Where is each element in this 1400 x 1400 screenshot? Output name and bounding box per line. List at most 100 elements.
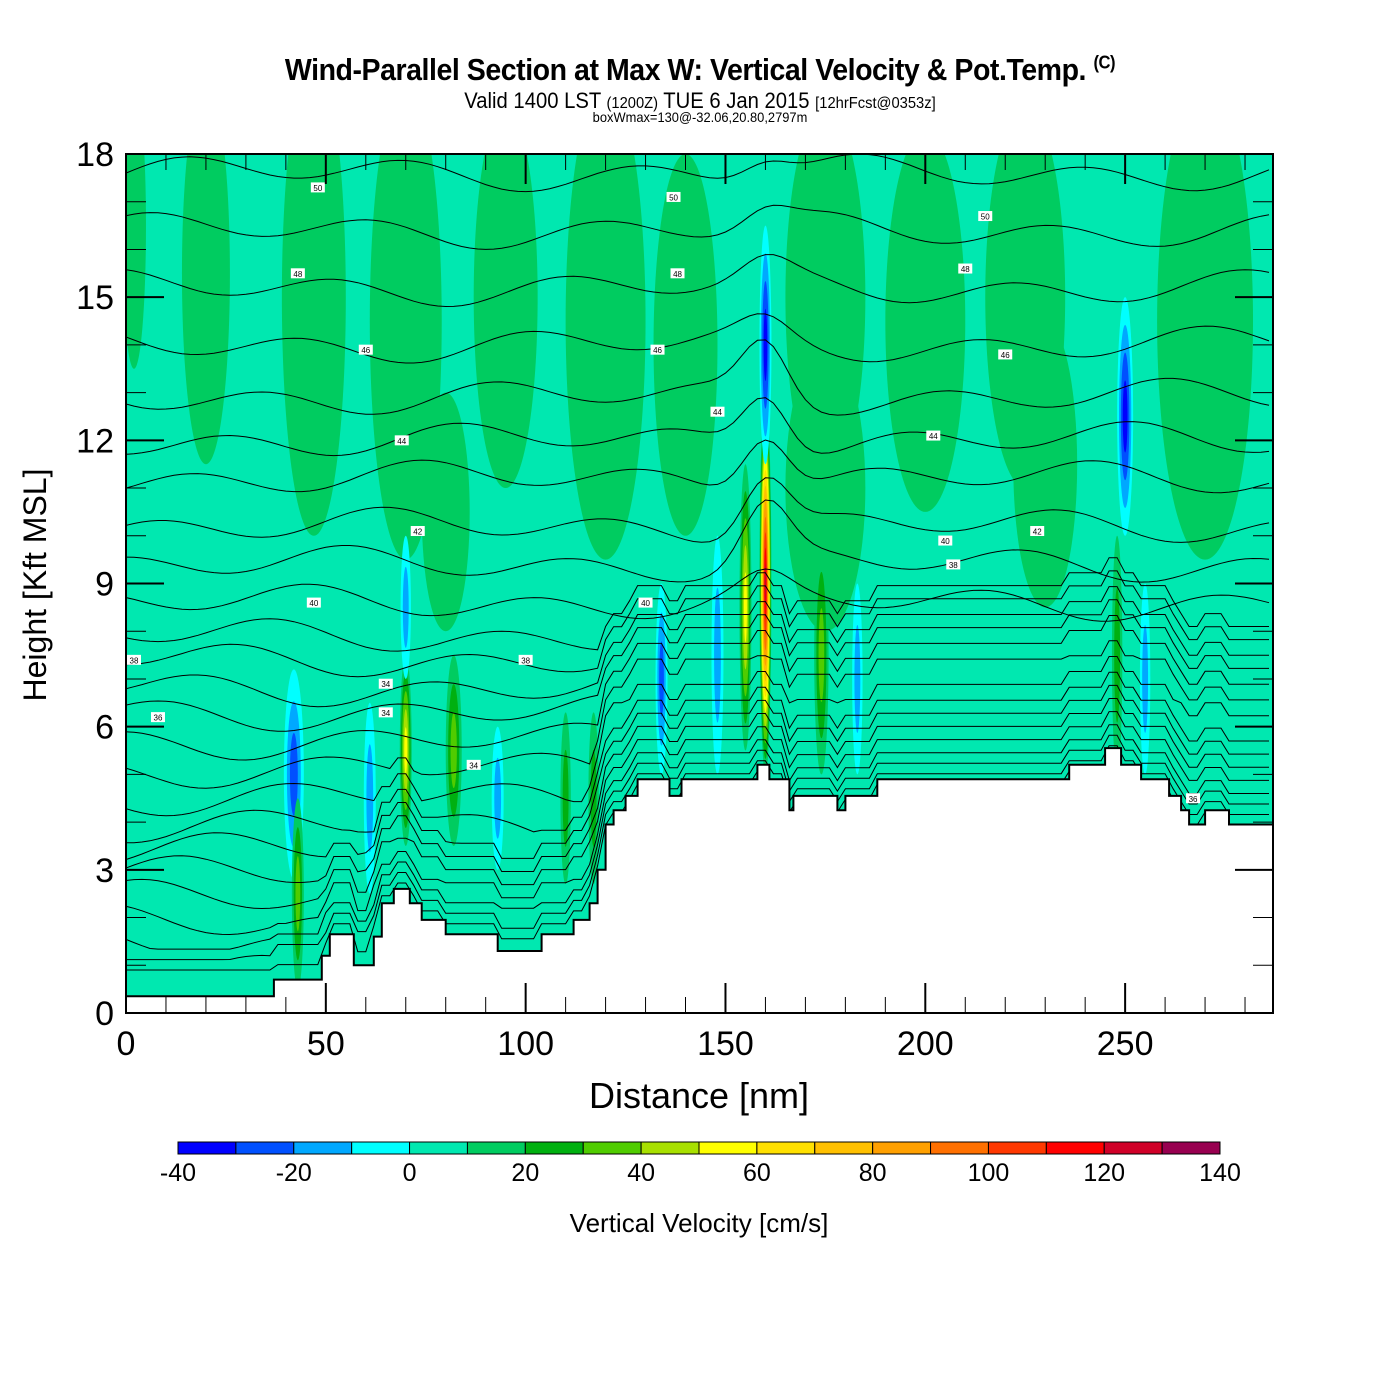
theta-contour bbox=[126, 397, 1270, 457]
w-feature bbox=[281, 154, 346, 536]
contour-label: 38 bbox=[946, 559, 961, 570]
contour-label-bg bbox=[378, 707, 393, 718]
contour-label-text: 42 bbox=[413, 528, 422, 537]
contour-label-text: 44 bbox=[929, 432, 938, 441]
colorbar-swatch bbox=[987, 1141, 1047, 1155]
contour-label-bg bbox=[1186, 793, 1201, 804]
colorbar-swatch bbox=[698, 1141, 758, 1155]
valid-date: TUE 6 Jan 2015 bbox=[663, 88, 810, 113]
contour-label-bg bbox=[938, 535, 953, 546]
contour-label-bg bbox=[666, 191, 681, 202]
contour-label: 44 bbox=[394, 435, 409, 446]
contour-label-bg bbox=[926, 430, 941, 441]
y-tick-label: 12 bbox=[76, 422, 114, 460]
x-tick-label: 100 bbox=[497, 1025, 554, 1063]
contour-label-text: 48 bbox=[673, 270, 682, 279]
theta-contour bbox=[126, 734, 1269, 950]
contour-label-bg bbox=[394, 435, 409, 446]
contour-label-bg bbox=[650, 344, 665, 355]
contour-label-text: 38 bbox=[521, 656, 530, 665]
contour-label: 34 bbox=[466, 759, 481, 770]
contour-label-text: 50 bbox=[669, 193, 678, 202]
x-tick-label: 150 bbox=[697, 1025, 754, 1063]
w-feature bbox=[653, 154, 718, 536]
theta-contour bbox=[126, 615, 1269, 761]
colorbar-swatch bbox=[640, 1141, 700, 1155]
theta-contours bbox=[126, 154, 1270, 971]
contour-label-text: 38 bbox=[949, 561, 958, 570]
w-feature bbox=[1157, 154, 1254, 560]
contour-label-text: 40 bbox=[941, 537, 950, 546]
w-feature bbox=[854, 624, 861, 733]
theta-contour bbox=[126, 724, 1269, 936]
y-tick-label: 3 bbox=[95, 852, 114, 890]
x-axis-label: Distance [nm] bbox=[589, 1075, 809, 1116]
colorbar-tick-label: 40 bbox=[627, 1159, 655, 1187]
chart-subtitle: Valid 1400 LST (1200Z) TUE 6 Jan 2015 [1… bbox=[56, 88, 1344, 114]
contour-label: 40 bbox=[306, 597, 321, 608]
y-tick-label: 0 bbox=[95, 995, 114, 1033]
w-feature bbox=[743, 572, 747, 643]
contour-label: 38 bbox=[126, 654, 141, 665]
theta-contour bbox=[126, 745, 1269, 961]
colorbar-swatch bbox=[524, 1141, 584, 1155]
colorbar-swatch bbox=[1045, 1141, 1105, 1155]
contour-label-bg bbox=[358, 344, 373, 355]
w-feature bbox=[818, 608, 825, 703]
contour-label-text: 36 bbox=[1189, 795, 1198, 804]
theta-contour bbox=[126, 204, 1270, 250]
w-feature bbox=[369, 154, 442, 560]
colorbar-label: Vertical Velocity [cm/s] bbox=[570, 1208, 829, 1238]
y-axis-label: Height [Kft MSL] bbox=[17, 469, 53, 702]
theta-contour bbox=[126, 656, 1269, 817]
colorbar-swatch bbox=[409, 1141, 468, 1155]
contour-label-text: 34 bbox=[381, 709, 390, 718]
colorbar-swatch bbox=[814, 1141, 874, 1155]
theta-contour bbox=[126, 339, 1270, 416]
w-feature bbox=[1142, 624, 1149, 733]
contour-label: 42 bbox=[410, 526, 425, 537]
w-feature bbox=[366, 744, 374, 853]
colorbar-swatch bbox=[177, 1141, 237, 1155]
x-tick-label: 0 bbox=[117, 1025, 136, 1063]
contour-label: 38 bbox=[518, 654, 533, 665]
theta-contour bbox=[126, 499, 1270, 583]
boxwmax-note: boxWmax=130@-32.06,20.80,2797m bbox=[592, 109, 808, 125]
w-feature bbox=[181, 154, 230, 465]
contour-label: 50 bbox=[666, 191, 681, 202]
w-feature bbox=[404, 727, 408, 774]
colorbar bbox=[177, 1141, 1221, 1155]
x-tick-label: 50 bbox=[307, 1025, 345, 1063]
colorbar-tick-labels: -40 -20 0 20 40 60 80 100 120 140 bbox=[160, 1159, 1241, 1187]
colorbar-tick-label: 100 bbox=[968, 1159, 1010, 1187]
contour-label-text: 40 bbox=[641, 599, 650, 608]
contour-label: 46 bbox=[358, 344, 373, 355]
contour-label-text: 46 bbox=[361, 346, 370, 355]
contour-label-bg bbox=[710, 406, 725, 417]
contour-label-bg bbox=[378, 678, 393, 689]
theta-contour bbox=[126, 640, 1269, 789]
contour-label: 34 bbox=[378, 707, 393, 718]
contour-label-text: 48 bbox=[293, 270, 302, 279]
contour-label-bg bbox=[638, 597, 653, 608]
contour-label: 50 bbox=[978, 211, 993, 222]
contour-label-text: 46 bbox=[1001, 351, 1010, 360]
contour-label-bg bbox=[126, 654, 141, 665]
theta-contour bbox=[126, 684, 1269, 860]
contour-label: 48 bbox=[670, 268, 685, 279]
w-feature bbox=[785, 344, 866, 632]
colorbar-tick-label: -40 bbox=[160, 1159, 196, 1187]
contour-label-text: 44 bbox=[713, 408, 722, 417]
contour-label: 36 bbox=[150, 712, 165, 723]
forecast-info: [12hrFcst@0353z] bbox=[815, 95, 936, 112]
colorbar-swatch bbox=[293, 1141, 353, 1155]
w-feature bbox=[562, 749, 569, 847]
theta-contour bbox=[126, 439, 1270, 494]
contour-label-text: 46 bbox=[653, 346, 662, 355]
w-feature bbox=[714, 587, 721, 723]
contour-label-text: 50 bbox=[981, 213, 990, 222]
contour-label: 48 bbox=[290, 268, 305, 279]
contour-label: 34 bbox=[378, 678, 393, 689]
contour-label: 50 bbox=[310, 182, 325, 193]
